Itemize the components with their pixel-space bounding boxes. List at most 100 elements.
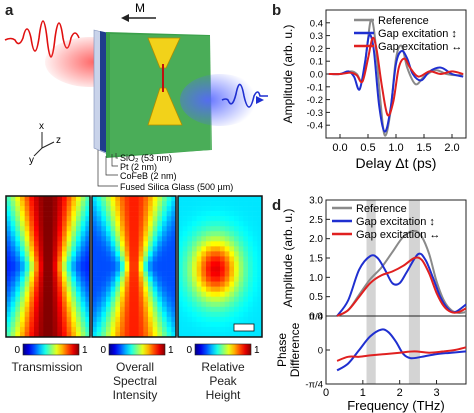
map-pixel	[138, 211, 144, 217]
frequency-domain-chart: 0.00.51.01.52.02.53.0π/40-π/40 1 2 3Frequen…	[275, 196, 467, 413]
map-pixel	[57, 211, 63, 217]
x-tick-label: 0	[323, 387, 329, 399]
map-pixel	[224, 326, 230, 333]
thz-arrowhead	[256, 96, 264, 104]
map-pixel	[120, 266, 125, 272]
map-pixel	[15, 211, 21, 217]
map-pixel	[243, 211, 249, 217]
map-pixel	[234, 306, 239, 313]
map-pixel	[43, 266, 49, 272]
map-pixel	[71, 216, 77, 222]
map-pixel	[210, 276, 216, 282]
map-pixel	[10, 276, 16, 282]
map-pixel	[201, 246, 207, 252]
map-pixel	[166, 236, 172, 242]
map-pixel	[110, 226, 116, 232]
map-pixel	[76, 251, 81, 257]
map-pixel	[52, 331, 58, 338]
map-pixel	[148, 276, 153, 282]
map-pixel	[224, 201, 230, 207]
map-pixel	[120, 221, 125, 227]
legend-label-0: Reference	[378, 15, 429, 27]
amp-y-tick-label: 3.0	[309, 196, 323, 207]
magnetization-label: M	[135, 1, 145, 15]
map-pixel	[71, 331, 77, 338]
map-pixel	[96, 281, 102, 287]
map-pixel	[38, 261, 44, 267]
map-pixel	[143, 261, 149, 267]
map-pixel	[187, 221, 193, 227]
map-pixel	[10, 241, 16, 247]
map-pixel	[201, 231, 207, 237]
map-pixel	[201, 316, 207, 323]
map-pixel	[182, 231, 188, 237]
map-pixel	[257, 211, 263, 217]
map-pixel	[157, 206, 163, 212]
map-pixel	[210, 226, 216, 232]
map-pixel	[162, 326, 167, 333]
map-pixel	[34, 211, 39, 217]
map-pixel	[110, 211, 116, 217]
map-pixel	[71, 301, 77, 308]
map-pixel	[62, 281, 67, 287]
map-pixel	[62, 326, 67, 333]
map-pixel	[57, 276, 63, 282]
map-pixel	[96, 241, 102, 247]
map-pixel	[143, 226, 149, 232]
map-pixel	[201, 201, 207, 207]
map-pixel	[15, 231, 21, 237]
map-pixel	[66, 321, 72, 328]
map-pixel	[20, 251, 25, 257]
map-pixel	[257, 266, 263, 272]
map-pixel	[162, 226, 167, 232]
map-pixel	[10, 211, 16, 217]
map-pixel	[62, 251, 67, 257]
map-pixel	[182, 271, 188, 277]
map-pixel	[143, 256, 149, 262]
map-pixel	[171, 211, 177, 217]
scale-bar	[233, 323, 255, 332]
map-pixel	[24, 331, 30, 338]
map-pixel	[124, 206, 130, 212]
map-pixel	[182, 321, 188, 328]
map-pixel	[52, 301, 58, 308]
map-pixel	[62, 221, 67, 227]
amp-y-tick-label: 0.5	[309, 292, 323, 303]
map-pixel	[101, 261, 107, 267]
map-pixel	[248, 196, 253, 202]
map-pixel	[76, 261, 81, 267]
map-pixel	[157, 196, 163, 202]
map-pixel	[182, 221, 188, 227]
map-pixel	[76, 291, 81, 298]
map-pixel	[120, 241, 125, 247]
map-pixel	[76, 211, 81, 217]
map-pixel	[243, 241, 249, 247]
map-pixel	[24, 231, 30, 237]
map-pixel	[148, 266, 153, 272]
map-pixel	[148, 291, 153, 298]
map-pixel	[115, 231, 121, 237]
map-pixel	[138, 216, 144, 222]
map-pixel	[66, 221, 72, 227]
map-pixel	[129, 261, 135, 267]
map-pixel	[66, 201, 72, 207]
map-pixel	[71, 321, 77, 328]
map-pixel	[182, 251, 188, 257]
map-pixel	[80, 291, 86, 298]
map-pixel	[85, 201, 91, 207]
map-pixel	[120, 246, 125, 252]
map-pixel	[252, 311, 258, 318]
map-pixel	[220, 281, 225, 287]
map-pixel	[138, 276, 144, 282]
map-pixel	[101, 226, 107, 232]
map-pixel	[143, 251, 149, 257]
map-pixel	[257, 296, 263, 303]
map-pixel	[196, 326, 202, 333]
map-pixel	[29, 291, 35, 298]
map-pixel	[152, 286, 158, 292]
map-pixel	[138, 331, 144, 338]
map-pixel	[229, 196, 235, 202]
map-pixel	[148, 211, 153, 217]
map-pixel	[101, 316, 107, 323]
map-pixel	[215, 286, 221, 292]
